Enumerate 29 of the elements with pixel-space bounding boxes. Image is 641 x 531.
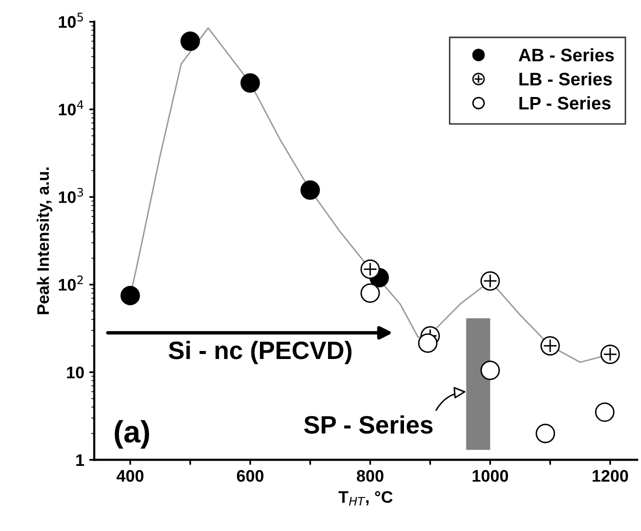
y-tick-label: 10$^{4}$ [58, 100, 84, 116]
x-tick-label: 600 [236, 470, 264, 482]
x-tick-label: 800 [356, 470, 384, 482]
annotation: (a) [114, 420, 150, 449]
x-tick-label: 1000 [472, 470, 508, 482]
legend-label: AB - Series [518, 48, 614, 62]
annotation: Si - nc (PECVD) [168, 340, 352, 364]
point [300, 180, 320, 200]
legend-label: LB - Series [519, 72, 612, 86]
point [240, 73, 260, 93]
y-tick-label: 10$^{5}$ [58, 12, 83, 28]
y-tick-label: 10$^{3}$ [58, 188, 84, 204]
x-tick-label: 1200 [592, 470, 628, 482]
x-axis-title: T$_{HT}$, °C [338, 491, 393, 506]
point [418, 333, 438, 353]
point [600, 344, 620, 364]
y-tick-label: 1 [76, 454, 84, 466]
y-tick-label: 10 [67, 366, 84, 378]
point [480, 360, 500, 380]
point [480, 271, 500, 291]
legend-label: LP - Series [519, 96, 611, 110]
annotation: SP - Series [304, 415, 433, 434]
y-tick-label: 10$^{2}$ [58, 275, 83, 291]
y-axis-title: Peak Intensity, a.u. [36, 168, 52, 314]
point [540, 336, 560, 356]
x-tick-label: 400 [116, 470, 144, 482]
point [120, 286, 140, 306]
point [180, 31, 200, 51]
point [360, 259, 380, 279]
